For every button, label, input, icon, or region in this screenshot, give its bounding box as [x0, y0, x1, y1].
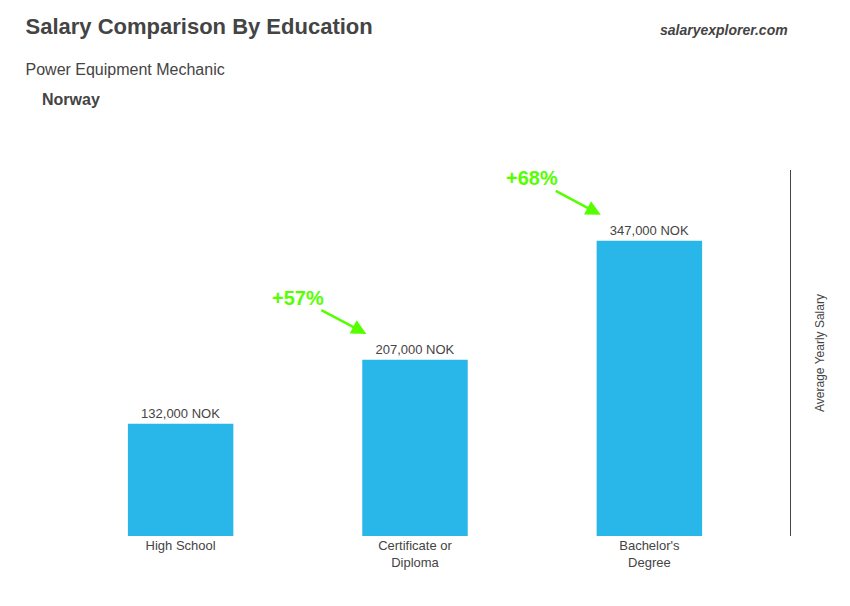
svg-text:Norway: Norway — [42, 91, 100, 108]
svg-text:Salary Comparison By Education: Salary Comparison By Education — [26, 14, 373, 39]
svg-text:Certificate orDiploma: Certificate orDiploma — [378, 538, 452, 570]
svg-text:+68%: +68% — [506, 167, 558, 189]
svg-text:347,000 NOK: 347,000 NOK — [610, 223, 689, 238]
svg-text:High School: High School — [146, 538, 216, 553]
svg-text:Average Yearly Salary: Average Yearly Salary — [813, 294, 827, 412]
svg-text:207,000 NOK: 207,000 NOK — [375, 342, 454, 357]
svg-text:Power Equipment Mechanic: Power Equipment Mechanic — [26, 61, 225, 78]
svg-text:salaryexplorer.com: salaryexplorer.com — [660, 22, 788, 38]
svg-text:+57%: +57% — [272, 287, 324, 309]
svg-text:132,000 NOK: 132,000 NOK — [141, 406, 220, 421]
svg-text:Bachelor'sDegree: Bachelor'sDegree — [619, 538, 680, 570]
